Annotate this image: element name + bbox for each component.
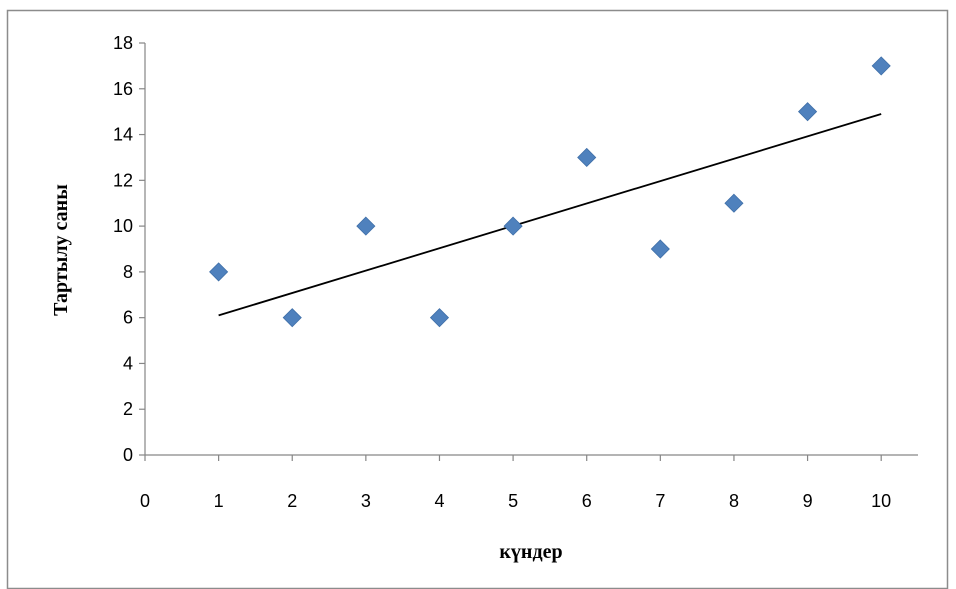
x-tick-label: 2 [287, 491, 297, 511]
y-tick-label: 10 [113, 216, 133, 236]
y-tick-label: 16 [113, 79, 133, 99]
x-tick-label: 6 [582, 491, 592, 511]
y-tick-label: 12 [113, 170, 133, 190]
y-axis-title: Тартылу саны [50, 184, 72, 316]
data-point [577, 147, 597, 168]
trendline [218, 113, 882, 317]
data-point [724, 193, 744, 213]
x-tick-label: 1 [214, 491, 224, 511]
x-tick-label: 9 [803, 491, 813, 511]
x-tick-label: 8 [729, 491, 739, 511]
data-point [871, 56, 891, 76]
x-tick-label: 7 [655, 491, 665, 511]
y-tick-label: 8 [123, 262, 133, 282]
y-tick-label: 4 [123, 353, 133, 373]
chart-border [6, 9, 949, 589]
x-tick-label: 5 [508, 491, 518, 511]
data-point [429, 308, 450, 328]
y-tick-label: 2 [123, 399, 133, 419]
data-point [356, 216, 376, 236]
y-tick-label: 0 [123, 445, 133, 465]
data-point [282, 308, 302, 328]
y-tick-label: 6 [123, 308, 133, 328]
x-tick-label: 3 [361, 491, 371, 511]
x-tick-label: 0 [140, 491, 150, 511]
y-tick-label: 14 [113, 125, 133, 145]
x-axis-title: күндер [499, 541, 562, 563]
data-point [209, 262, 229, 282]
data-point [798, 102, 818, 122]
x-tick-label: 4 [434, 491, 444, 511]
data-point [503, 216, 523, 236]
x-tick-label: 10 [871, 491, 891, 511]
data-point [650, 239, 670, 259]
y-tick-label: 18 [113, 33, 133, 53]
